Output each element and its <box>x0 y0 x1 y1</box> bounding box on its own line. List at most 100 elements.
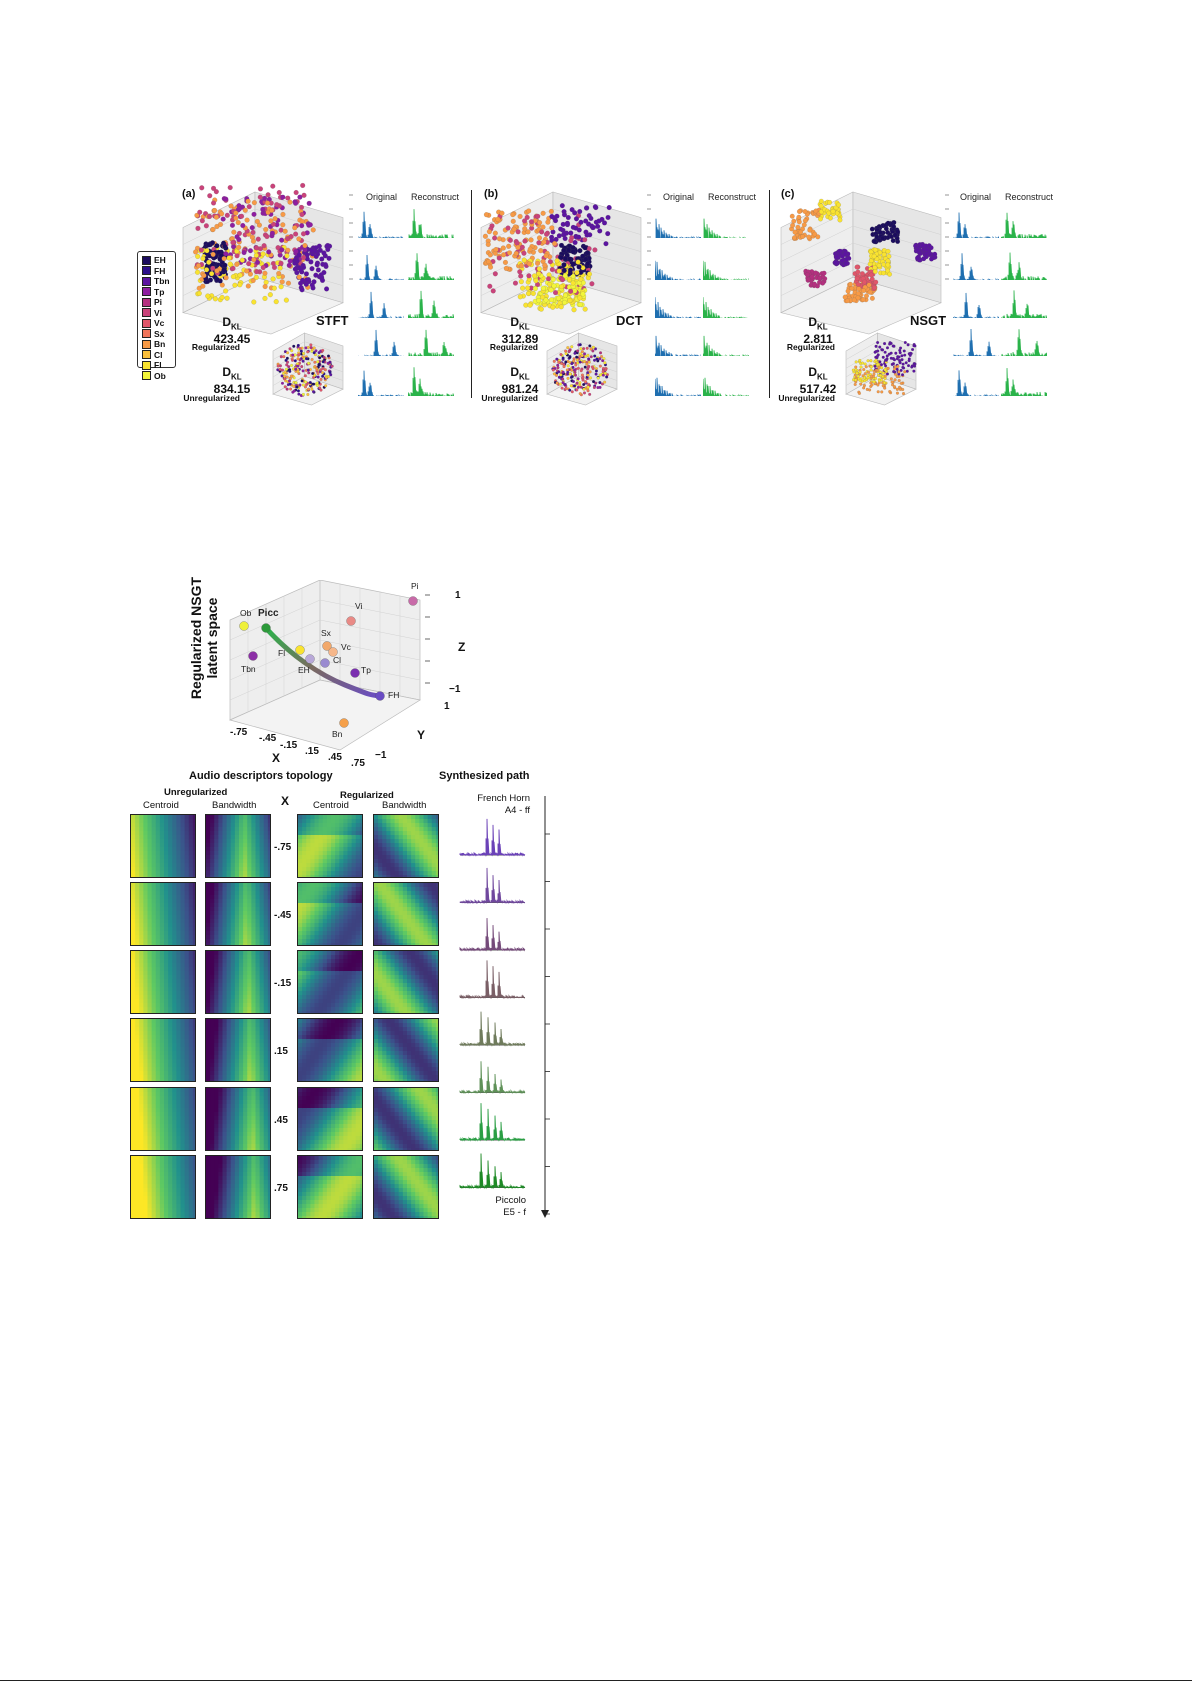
scatter-point <box>292 344 296 348</box>
scatter-point <box>874 355 878 359</box>
original-spectrum <box>358 329 404 356</box>
synth-end-note: E5 - f <box>503 1207 526 1218</box>
scatter-point <box>195 225 201 231</box>
scatter-point <box>301 369 305 373</box>
scatter-point <box>260 206 266 212</box>
scatter-point <box>319 377 323 381</box>
scatter-point <box>576 377 580 381</box>
scatter-point <box>558 226 564 232</box>
synth-end-instrument: Piccolo <box>495 1195 526 1206</box>
scatter-point <box>818 216 823 222</box>
scatter-point <box>596 386 600 390</box>
scatter-point <box>283 385 287 389</box>
synthesized-spectrum <box>459 867 526 905</box>
bandwidth-unregularized-map <box>205 950 271 1014</box>
scatter-point <box>554 258 560 264</box>
scatter-point <box>561 377 565 381</box>
scatter-point <box>591 345 595 349</box>
scatter-point <box>256 222 262 228</box>
scatter-point <box>895 229 901 235</box>
scatter-point <box>296 343 300 347</box>
scatter-point <box>556 366 560 370</box>
scatter-point <box>861 288 867 293</box>
scatter-point <box>310 387 314 391</box>
reconstructed-spectrum <box>1001 252 1047 280</box>
scatter-point <box>298 347 302 350</box>
scatter-point <box>792 235 797 241</box>
scatter-point <box>585 362 589 366</box>
scatter-point <box>559 353 563 356</box>
scatter-point <box>223 196 229 202</box>
scatter-point <box>213 214 219 220</box>
scatter-point <box>863 372 867 376</box>
scatter-point <box>902 349 906 353</box>
scatter-point <box>307 361 311 365</box>
x-column-header: X <box>281 794 290 808</box>
latent-point <box>339 718 349 728</box>
reconstructed-spectrum <box>408 209 454 238</box>
scatter-point <box>821 270 827 276</box>
scatter-point <box>279 279 285 285</box>
scatter-point <box>532 273 537 279</box>
scatter-point <box>872 265 878 270</box>
scatter-point <box>843 261 849 266</box>
scatter-point <box>901 373 904 377</box>
scatter-point <box>903 341 907 345</box>
scatter-point <box>576 385 580 389</box>
latent-point <box>305 654 315 664</box>
legend-swatch <box>142 308 151 318</box>
scatter-point <box>207 214 212 219</box>
scatter-point <box>893 378 897 382</box>
scatter-point <box>860 297 866 302</box>
scatter-point <box>562 256 568 261</box>
scatter-point <box>321 360 325 364</box>
scatter-point <box>285 387 289 391</box>
scatter-point <box>594 347 597 351</box>
scatter-point <box>549 267 555 273</box>
legend-swatch <box>142 360 151 370</box>
scatter-point <box>578 381 582 385</box>
original-spectrum <box>359 254 404 280</box>
scatter-point <box>246 204 252 210</box>
scatter-point <box>251 200 257 206</box>
scatter-point <box>253 274 259 280</box>
scatter-point <box>573 216 579 222</box>
scatter-point <box>560 221 566 227</box>
scatter-point <box>575 355 579 359</box>
scatter-point <box>301 359 305 363</box>
scatter-point <box>813 208 819 214</box>
scatter-point <box>543 297 549 303</box>
scatter-point <box>306 350 310 354</box>
scatter-point <box>837 217 843 223</box>
scatter-point <box>285 356 289 360</box>
scatter-point <box>873 350 877 354</box>
scatter-point <box>307 371 311 375</box>
scatter-point <box>891 224 897 230</box>
legend-item: Cl <box>142 350 175 361</box>
legend-item: Vc <box>142 318 175 329</box>
scatter-point <box>588 215 594 221</box>
scatter-point <box>883 350 887 354</box>
scatter-point <box>287 379 291 383</box>
scatter-point <box>283 370 287 374</box>
scatter-point <box>293 231 299 237</box>
x-tick: .15 <box>305 746 319 757</box>
synthesized-spectrum <box>459 818 526 857</box>
reconstructed-spectrum <box>408 253 454 280</box>
scatter-point <box>895 391 899 395</box>
scatter-point <box>527 302 533 308</box>
scatter-point <box>204 267 210 273</box>
scatter-point <box>878 379 881 383</box>
scatter-point <box>330 364 334 368</box>
scatter-point <box>854 264 860 270</box>
scatter-point <box>236 206 242 212</box>
scatter-point <box>872 380 876 384</box>
scatter-point <box>582 306 588 312</box>
scatter-point <box>521 250 527 256</box>
centroid-regularized-map <box>297 1018 363 1082</box>
scatter-point <box>328 360 332 364</box>
scatter-point <box>198 247 204 253</box>
scatter-point <box>299 349 303 353</box>
reconstructed-spectrum <box>1001 290 1047 318</box>
legend-item: Tp <box>142 287 175 298</box>
